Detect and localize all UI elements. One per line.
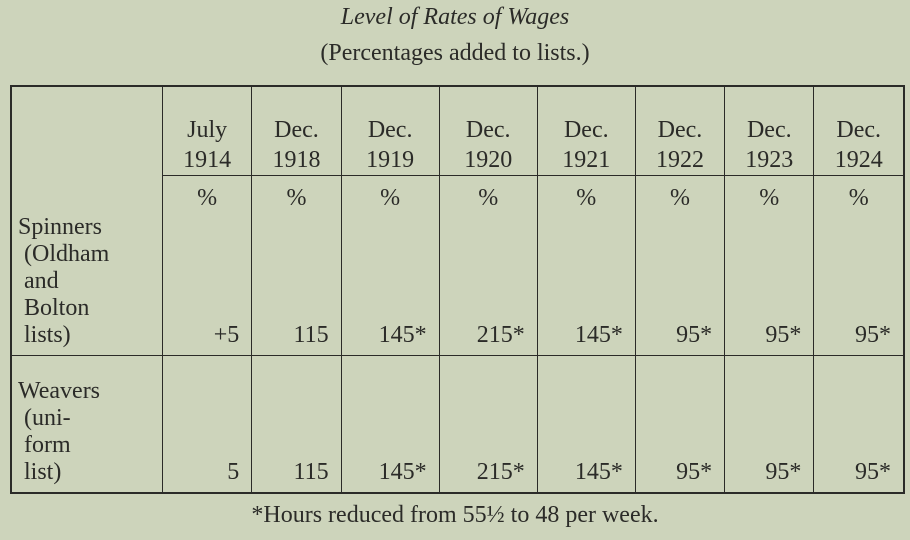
row-label-line: and xyxy=(24,268,59,294)
value-cell: 145* xyxy=(536,212,636,356)
row-label: Spinners (Oldham and Bolton lists) xyxy=(11,212,163,356)
unit-row: %%%%%%%% xyxy=(11,175,904,213)
column-month: Dec. xyxy=(746,117,792,143)
row-label-line: lists) xyxy=(24,322,71,348)
value-cell: 95* xyxy=(813,212,904,356)
unit-cell: % xyxy=(536,175,636,212)
unit-label-cell xyxy=(11,176,163,213)
row-label-line: (Oldham xyxy=(24,241,110,267)
column-month: Dec. xyxy=(563,117,609,143)
row-label-line: list) xyxy=(24,459,62,485)
value-cell: 115 xyxy=(251,355,342,493)
header-row: July 1914 Dec. 1918 Dec. 1919 Dec. 1920 Dec. 1921… xyxy=(11,86,904,176)
footnote: *Hours reduced from 55½ to 48 per week. xyxy=(251,502,659,528)
row-label-line: form xyxy=(24,432,71,458)
value-cell: 95* xyxy=(724,212,814,356)
row-label: Weavers (uni-form list) xyxy=(11,356,163,494)
value-cell: 215* xyxy=(438,212,538,356)
row-label-line: (uni- xyxy=(24,405,71,431)
column-month: Dec. xyxy=(274,117,319,143)
column-month: Dec. xyxy=(657,117,703,143)
value-cell: 145* xyxy=(340,355,440,493)
value-cell: 5 xyxy=(161,355,252,493)
column-year: 1922 xyxy=(655,147,704,173)
unit-cell: % xyxy=(438,175,538,212)
column-year: 1918 xyxy=(272,147,321,173)
column-month: July xyxy=(187,117,228,143)
value-cell: +5 xyxy=(161,212,252,356)
column-header: Dec. 1922 xyxy=(634,86,725,176)
value-cell: 145* xyxy=(536,355,636,493)
column-year: 1923 xyxy=(745,147,794,173)
unit-cell: % xyxy=(813,175,904,212)
column-month: Dec. xyxy=(836,117,882,143)
corner-cell xyxy=(11,86,163,176)
subtitle: (Percentages added to lists.) xyxy=(320,40,590,66)
value-cell: 95* xyxy=(813,355,904,493)
column-year: 1920 xyxy=(464,147,513,173)
column-year: 1924 xyxy=(834,147,883,173)
column-header: Dec. 1918 xyxy=(251,86,342,176)
unit-cell: % xyxy=(251,175,342,212)
value-cell: 95* xyxy=(724,355,814,493)
value-cell: 95* xyxy=(634,355,725,493)
value-cell: 95* xyxy=(634,212,725,356)
unit-cell: % xyxy=(340,175,440,212)
unit-cell: % xyxy=(724,175,814,212)
value-cell: 115 xyxy=(251,212,342,356)
data-row: Spinners (Oldham and Bolton lists) +5 115 145* 2… xyxy=(11,212,904,356)
value-cell: 215* xyxy=(438,355,538,493)
row-label-line: Weavers xyxy=(18,378,101,404)
column-header: Dec. 1919 xyxy=(340,86,440,176)
column-year: 1919 xyxy=(366,147,415,173)
title: Level of Rates of Wages xyxy=(340,4,570,30)
column-header: Dec. 1921 xyxy=(536,86,636,176)
row-label-line: Spinners xyxy=(18,214,102,240)
row-label-line: Bolton xyxy=(24,295,90,321)
column-header: Dec. 1924 xyxy=(813,86,904,176)
wage-table: July 1914 Dec. 1918 Dec. 1919 Dec. 1920 Dec. 1921… xyxy=(10,85,905,494)
unit-cell: % xyxy=(634,175,725,212)
column-year: 1914 xyxy=(183,147,232,173)
unit-cell: % xyxy=(161,175,252,212)
column-month: Dec. xyxy=(465,117,511,143)
column-header: July 1914 xyxy=(161,86,252,176)
column-month: Dec. xyxy=(367,117,413,143)
value-cell: 145* xyxy=(340,212,440,356)
column-header: Dec. 1920 xyxy=(438,86,538,176)
column-header: Dec. 1923 xyxy=(724,86,814,176)
column-year: 1921 xyxy=(562,147,611,173)
data-row: Weavers (uni-form list) 5 115 145* 215* 145* 95*… xyxy=(11,355,904,494)
